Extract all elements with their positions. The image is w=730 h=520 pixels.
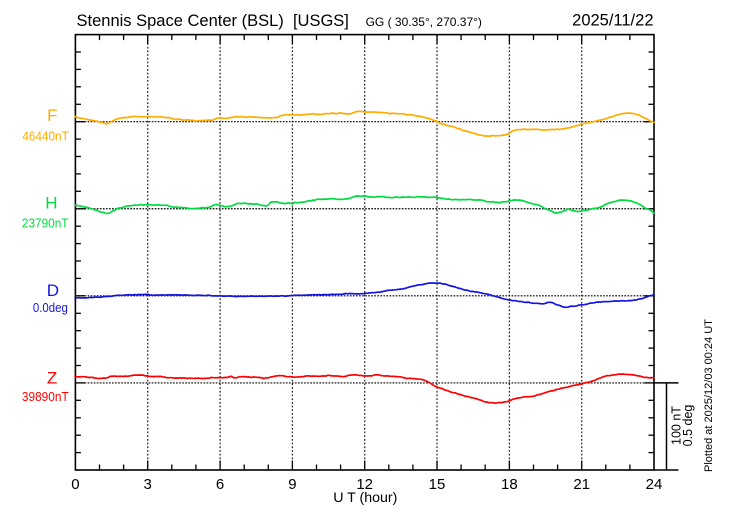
svg-text:0.5 deg: 0.5 deg [681,405,695,447]
svg-text:U T (hour): U T (hour) [333,490,397,506]
svg-text:9: 9 [288,476,296,493]
svg-text:21: 21 [573,476,590,493]
svg-text:12: 12 [356,476,373,493]
svg-text:Z: Z [47,368,57,387]
svg-text:24: 24 [646,476,663,493]
svg-text:F: F [47,106,57,125]
svg-text:15: 15 [429,476,446,493]
svg-text:23790nT: 23790nT [22,215,69,230]
svg-text:39890nT: 39890nT [22,389,69,404]
svg-text:0: 0 [71,476,79,493]
svg-text:100 nT: 100 nT [670,406,684,445]
svg-text:2025/11/22: 2025/11/22 [572,12,653,30]
svg-text:46440nT: 46440nT [22,129,69,144]
svg-text:18: 18 [501,476,518,493]
svg-text:H: H [45,194,57,213]
svg-text:GG ( 30.35°, 270.37°): GG ( 30.35°, 270.37°) [366,15,482,29]
svg-text:Stennis Space Center (BSL) [U: Stennis Space Center (BSL) [USGS] [77,12,349,30]
svg-text:6: 6 [216,476,224,493]
svg-text:D: D [47,281,59,300]
svg-text:Plotted at 2025/12/03 00:24 UT: Plotted at 2025/12/03 00:24 UT [703,319,715,472]
svg-text:0.0deg: 0.0deg [33,300,68,315]
svg-text:3: 3 [144,476,152,493]
